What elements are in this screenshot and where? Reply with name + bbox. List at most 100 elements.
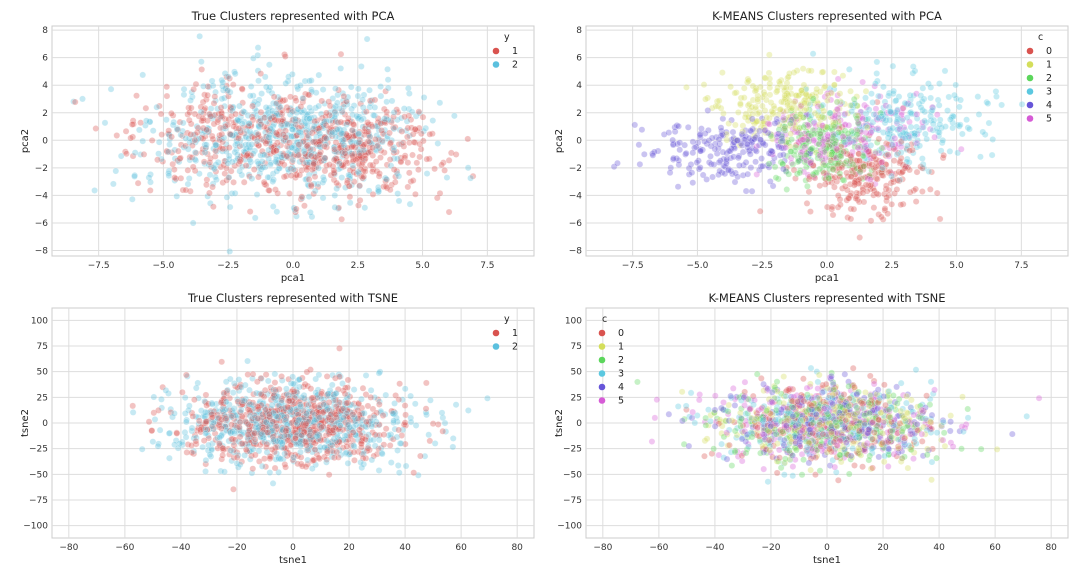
data-point-series-1 (254, 379, 260, 385)
data-point-series-1 (291, 389, 297, 395)
data-point-series-2 (79, 96, 85, 102)
data-point-series-4 (667, 170, 673, 176)
data-point-series-1 (147, 187, 153, 193)
data-point-series-1 (251, 166, 257, 172)
data-point-series-1 (381, 442, 387, 448)
data-point-series-2 (254, 138, 260, 144)
data-point-series-2 (362, 205, 368, 211)
legend-marker-1 (1027, 61, 1034, 68)
data-point-series-1 (282, 464, 288, 470)
y-tick-label: 75 (37, 342, 48, 352)
data-point-series-2 (790, 161, 796, 167)
y-axis-label: tsne2 (20, 409, 31, 437)
data-point-series-2 (320, 174, 326, 180)
data-point-series-2 (316, 372, 322, 378)
data-point-series-0 (868, 218, 874, 224)
data-point-series-0 (894, 186, 900, 192)
data-point-series-0 (886, 187, 892, 193)
data-point-series-1 (741, 95, 747, 101)
data-point-series-2 (348, 106, 354, 112)
data-point-series-1 (155, 407, 161, 413)
data-point-series-3 (976, 111, 982, 117)
data-point-series-2 (157, 427, 163, 433)
data-point-series-2 (432, 440, 438, 446)
data-point-series-2 (363, 372, 369, 378)
data-point-series-0 (848, 173, 854, 179)
data-point-series-1 (143, 105, 149, 111)
data-point-series-2 (294, 421, 300, 427)
data-point-series-4 (743, 188, 749, 194)
data-point-series-0 (885, 211, 891, 217)
data-point-series-5 (820, 143, 826, 149)
data-point-series-1 (785, 102, 791, 108)
y-tick-label: −2 (35, 164, 48, 174)
data-point-series-1 (286, 398, 292, 404)
data-point-series-3 (957, 97, 963, 103)
data-point-series-2 (303, 411, 309, 417)
data-point-series-1 (416, 109, 422, 115)
data-point-series-0 (859, 464, 865, 470)
data-point-series-1 (380, 412, 386, 418)
data-point-series-2 (270, 203, 276, 209)
data-point-series-2 (309, 465, 315, 471)
data-point-series-2 (347, 424, 353, 430)
data-point-series-2 (401, 105, 407, 111)
data-point-series-4 (780, 152, 786, 158)
data-point-series-2 (396, 198, 402, 204)
data-point-series-1 (819, 114, 825, 120)
legend-marker-1 (493, 330, 500, 337)
data-point-series-2 (132, 150, 138, 156)
y-tick-label: −75 (563, 496, 582, 506)
data-point-series-2 (307, 105, 313, 111)
data-point-series-3 (1024, 413, 1030, 419)
data-point-series-4 (747, 127, 753, 133)
data-point-series-3 (872, 80, 878, 86)
data-point-series-1 (360, 160, 366, 166)
data-point-series-2 (364, 36, 370, 42)
data-point-series-1 (701, 82, 707, 88)
data-point-series-1 (281, 174, 287, 180)
data-point-series-2 (703, 422, 709, 428)
data-point-series-1 (255, 174, 261, 180)
data-point-series-0 (846, 195, 852, 201)
data-point-series-3 (930, 121, 936, 127)
data-point-series-1 (415, 167, 421, 173)
y-tick-label: 25 (37, 393, 48, 403)
data-point-series-1 (414, 160, 420, 166)
data-point-series-1 (367, 162, 373, 168)
data-point-series-2 (424, 170, 430, 176)
data-point-series-2 (360, 104, 366, 110)
data-point-series-1 (372, 432, 378, 438)
y-tick-label: 0 (42, 136, 48, 146)
data-point-series-2 (857, 169, 863, 175)
data-point-series-0 (871, 188, 877, 194)
data-point-series-1 (781, 85, 787, 91)
legend-label-1: 1 (512, 46, 518, 57)
data-point-series-0 (857, 234, 863, 240)
data-point-series-4 (632, 122, 638, 128)
data-point-series-2 (278, 434, 284, 440)
data-point-series-2 (270, 480, 276, 486)
data-point-series-1 (766, 52, 772, 58)
data-point-series-1 (928, 477, 934, 483)
legend-label-4: 4 (1046, 100, 1052, 111)
data-point-series-1 (326, 414, 332, 420)
data-point-series-2 (334, 186, 340, 192)
y-tick-label: −4 (569, 191, 583, 201)
data-point-series-1 (207, 159, 213, 165)
data-point-series-1 (245, 371, 251, 377)
data-point-series-4 (677, 140, 683, 146)
data-point-series-1 (774, 88, 780, 94)
data-point-series-1 (430, 421, 436, 427)
data-point-series-2 (375, 187, 381, 193)
data-point-series-1 (209, 414, 215, 420)
data-point-series-1 (406, 170, 412, 176)
data-point-series-4 (724, 156, 730, 162)
data-point-series-2 (844, 158, 850, 164)
data-point-series-1 (192, 137, 198, 143)
data-point-series-2 (225, 87, 231, 93)
data-point-series-0 (807, 208, 813, 214)
data-point-series-4 (725, 167, 731, 173)
data-point-series-2 (158, 396, 164, 402)
data-point-series-2 (198, 59, 204, 65)
